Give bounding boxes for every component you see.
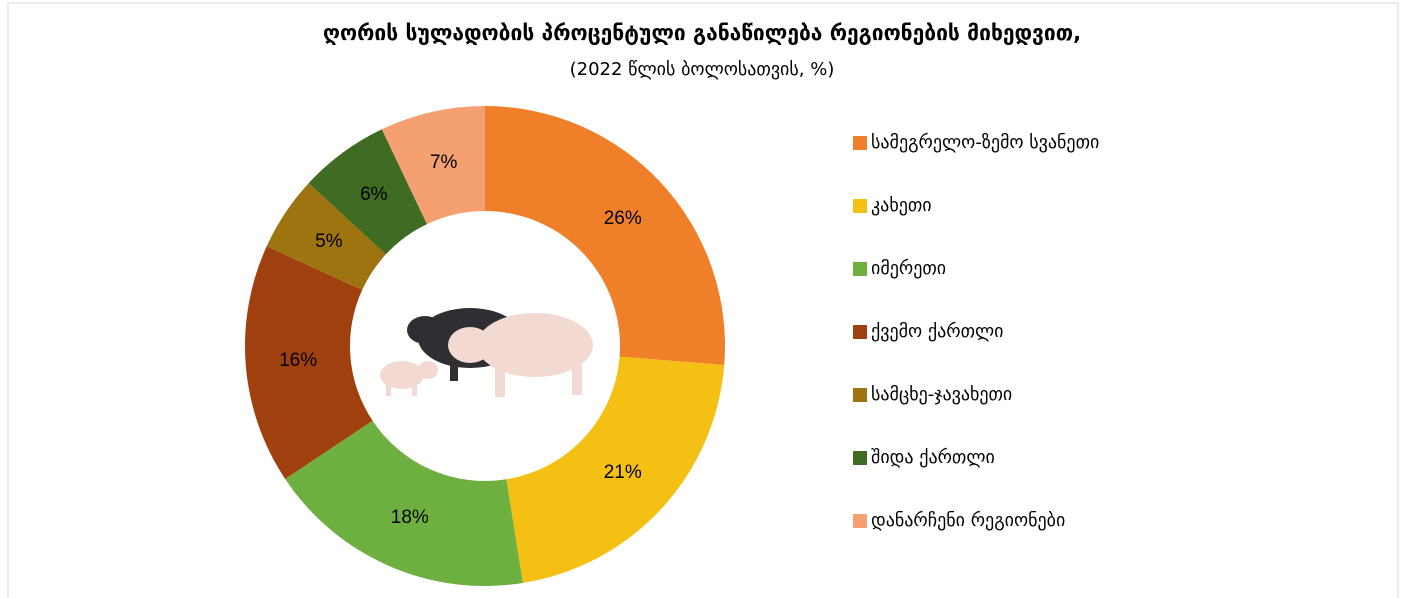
donut-slice bbox=[381, 106, 485, 225]
legend-label: ქვემო ქართლი bbox=[871, 321, 1003, 342]
legend-swatch bbox=[853, 136, 867, 150]
data-label: 5% bbox=[315, 231, 343, 252]
data-label: 16% bbox=[279, 350, 317, 371]
legend-swatch bbox=[853, 199, 867, 213]
donut-slice bbox=[485, 106, 725, 366]
donut-slice bbox=[308, 129, 427, 255]
legend-swatch bbox=[853, 325, 867, 339]
pig-illustration bbox=[380, 308, 593, 397]
data-label: 18% bbox=[391, 507, 429, 528]
chart-subtitle: (2022 წლის ბოლოსათვის, %) bbox=[570, 59, 835, 80]
donut-slice bbox=[244, 246, 373, 479]
donut-slice bbox=[285, 420, 523, 586]
legend-label: კახეთი bbox=[871, 195, 932, 216]
data-label: 26% bbox=[604, 208, 642, 229]
data-label: 7% bbox=[430, 152, 458, 173]
legend-swatch bbox=[853, 262, 867, 276]
legend-label: იმერეთი bbox=[871, 258, 946, 279]
legend-label: შიდა ქართლი bbox=[871, 447, 995, 468]
legend-swatch bbox=[853, 388, 867, 402]
data-label: 6% bbox=[360, 184, 388, 205]
legend-label: სამეგრელო-ზემო სვანეთი bbox=[871, 132, 1099, 153]
donut-slice bbox=[506, 356, 725, 583]
chart-title: ღორის სულადობის პროცენტული განაწილება რე… bbox=[323, 21, 1081, 45]
donut-slice bbox=[266, 183, 386, 290]
legend-label: დანარჩენი რეგიონები bbox=[871, 510, 1065, 531]
legend-label: სამცხე-ჯავახეთი bbox=[871, 384, 1012, 405]
legend-swatch bbox=[853, 451, 867, 465]
data-label: 21% bbox=[604, 462, 642, 483]
legend-swatch bbox=[853, 514, 867, 528]
